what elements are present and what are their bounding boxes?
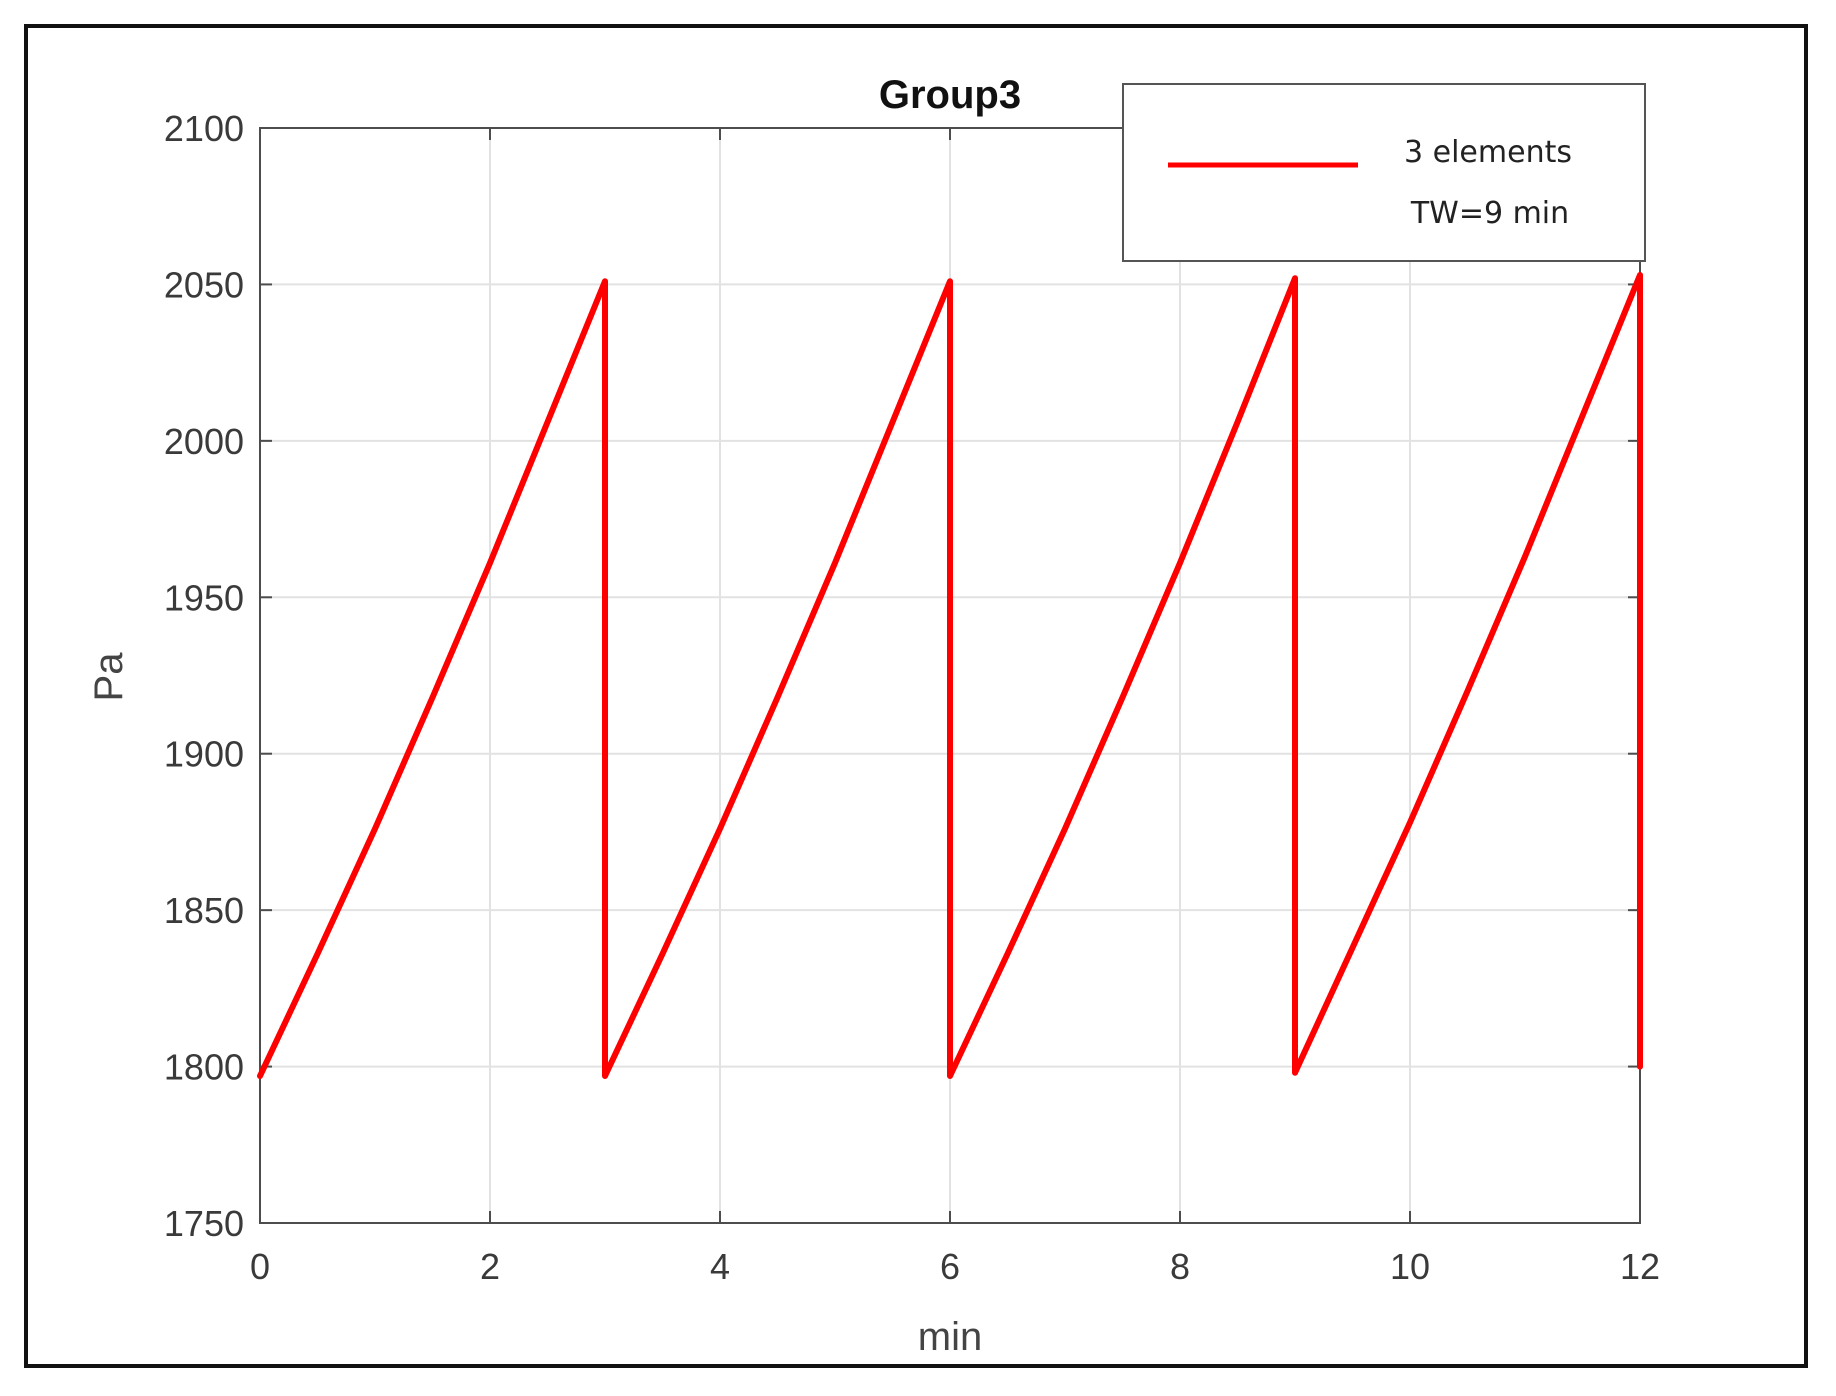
y-tick-label: 2100: [164, 108, 244, 149]
chart-title: Group3: [879, 73, 1021, 117]
x-tick-label: 0: [250, 1246, 270, 1287]
legend: 3 elements TW=9 min: [1122, 83, 1646, 262]
x-tick-label: 10: [1390, 1246, 1430, 1287]
x-tick-label: 12: [1620, 1246, 1660, 1287]
y-tick-label: 1900: [164, 734, 244, 775]
y-tick-label: 1750: [164, 1203, 244, 1244]
x-tick-label: 8: [1170, 1246, 1190, 1287]
y-tick-label: 2050: [164, 264, 244, 305]
legend-entry-note: TW=9 min: [1410, 196, 1569, 231]
y-tick-label: 1850: [164, 890, 244, 931]
legend-entry-series: 3 elements: [1404, 135, 1572, 170]
series-line: [257, 272, 1643, 1079]
x-axis-label: min: [918, 1315, 982, 1359]
x-tick-label: 6: [940, 1246, 960, 1287]
legend-box: [1122, 83, 1646, 262]
y-tick-label: 1950: [164, 577, 244, 618]
y-tick-label: 2000: [164, 421, 244, 462]
x-tick-label: 4: [710, 1246, 730, 1287]
y-axis-label: Pa: [87, 652, 131, 702]
y-tick-label: 1800: [164, 1047, 244, 1088]
x-tick-label: 2: [480, 1246, 500, 1287]
ticks: 0 2 4 6 8 10 12 1750 1800 1850 1900 1950 2000 2050 210…: [164, 108, 1660, 1287]
series-layer: [257, 272, 1643, 1079]
